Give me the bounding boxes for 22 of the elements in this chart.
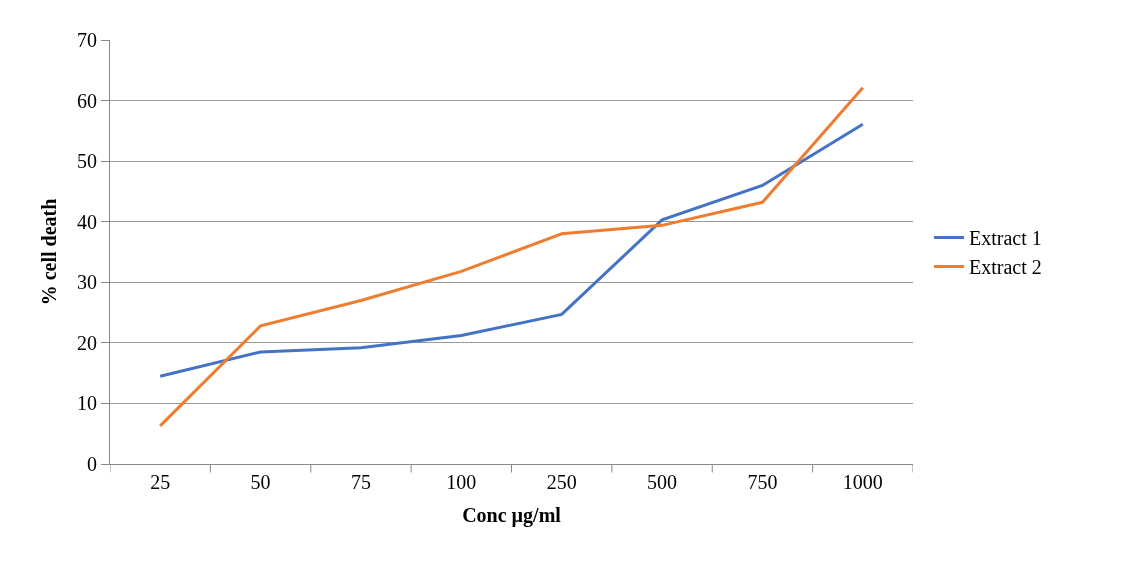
- y-tick-label: 50: [77, 150, 97, 173]
- line-series: [158, 122, 865, 378]
- x-tick-label: 1000: [842, 471, 883, 493]
- y-tick-label: 20: [77, 331, 97, 354]
- x-tick-label: 500: [647, 471, 678, 493]
- x-tick-label: 750: [747, 471, 778, 493]
- y-axis-title: % cell death: [37, 198, 60, 306]
- x-tick-label: 100: [446, 471, 477, 493]
- y-tick-label: 40: [77, 210, 97, 233]
- x-tick-label: 25: [150, 471, 171, 493]
- legend-label: Extract 2: [969, 256, 1042, 279]
- legend-label: Extract 1: [969, 227, 1042, 250]
- x-axis-title: Conc µg/ml: [462, 503, 562, 527]
- y-tick-label: 0: [87, 453, 97, 475]
- x-tick-label: 75: [350, 471, 371, 493]
- y-tick-label: 70: [77, 29, 97, 51]
- y-tick-label: 60: [77, 89, 97, 112]
- line-series: [158, 86, 865, 428]
- y-tick-label: 30: [77, 271, 97, 294]
- y-tick-label: 10: [77, 392, 97, 415]
- x-tick-label: 50: [250, 471, 271, 493]
- x-tick-label: 250: [546, 471, 577, 493]
